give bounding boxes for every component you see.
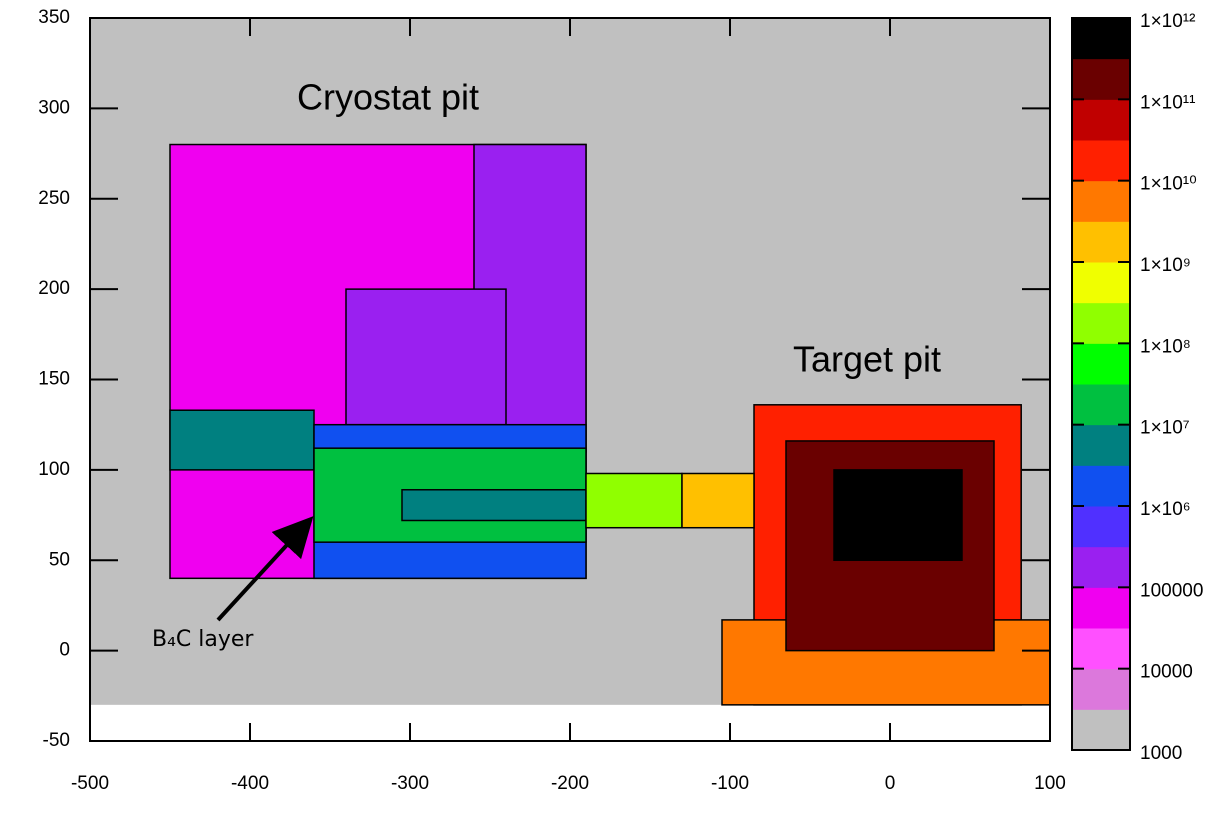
colorbar-label: 1000: [1140, 743, 1182, 764]
colorbar-label: 1×10⁷: [1140, 418, 1190, 439]
colorbar-band: [1072, 506, 1130, 547]
y-tick-label: 150: [38, 369, 70, 390]
y-tick-label: -50: [43, 730, 70, 751]
annotation: Cryostat pit: [297, 77, 479, 118]
colorbar-label: 100000: [1140, 580, 1203, 601]
y-tick-label: 100: [38, 459, 70, 480]
colorbar-band: [1072, 262, 1130, 303]
y-tick-label: 250: [38, 188, 70, 209]
colorbar-band: [1072, 587, 1130, 628]
flux-region: [682, 473, 754, 527]
colorbar-band: [1072, 18, 1130, 59]
x-tick-label: -500: [71, 773, 109, 794]
flux-region: [586, 473, 682, 527]
colorbar-band: [1072, 59, 1130, 100]
colorbar-label: 1×10⁶: [1140, 499, 1191, 520]
colorbar-band: [1072, 465, 1130, 506]
colorbar-band: [1072, 343, 1130, 384]
annotation: B₄C layer: [152, 627, 254, 652]
x-tick-label: -300: [391, 773, 429, 794]
annotation: Target pit: [793, 339, 941, 380]
flux-region: [402, 490, 586, 521]
colorbar-band: [1072, 709, 1130, 750]
flux-region: [346, 289, 506, 425]
y-tick-label: 350: [38, 7, 70, 28]
x-tick-label: 0: [885, 773, 896, 794]
colorbar-band: [1072, 99, 1130, 140]
y-tick-label: 50: [49, 549, 70, 570]
colorbar-band: [1072, 669, 1130, 710]
colorbar-band: [1072, 384, 1130, 425]
colorbar-band: [1072, 181, 1130, 222]
flux-region: [834, 470, 962, 560]
colorbar-band: [1072, 628, 1130, 669]
x-tick-label: 100: [1034, 773, 1066, 794]
y-tick-label: 0: [59, 640, 70, 661]
colorbar-band: [1072, 547, 1130, 588]
colorbar-label: 1×10¹⁰: [1140, 174, 1197, 195]
chart: Cryostat pit Target pit B₄C layer -500-4…: [0, 0, 1231, 809]
colorbar-band: [1072, 221, 1130, 262]
colorbar-label: 10000: [1140, 662, 1193, 683]
y-tick-label: 300: [38, 97, 70, 118]
x-tick-label: -200: [551, 773, 589, 794]
flux-region: [170, 410, 314, 470]
colorbar-label: 1×10¹¹: [1140, 92, 1195, 113]
colorbar-band: [1072, 425, 1130, 466]
colorbar-label: 1×10¹²: [1140, 11, 1195, 32]
colorbar-band: [1072, 140, 1130, 181]
y-tick-label: 200: [38, 278, 70, 299]
x-tick-label: -100: [711, 773, 749, 794]
colorbar-band: [1072, 303, 1130, 344]
colorbar-label: 1×10⁸: [1140, 336, 1191, 357]
colorbar-label: 1×10⁹: [1140, 255, 1191, 276]
x-tick-label: -400: [231, 773, 269, 794]
